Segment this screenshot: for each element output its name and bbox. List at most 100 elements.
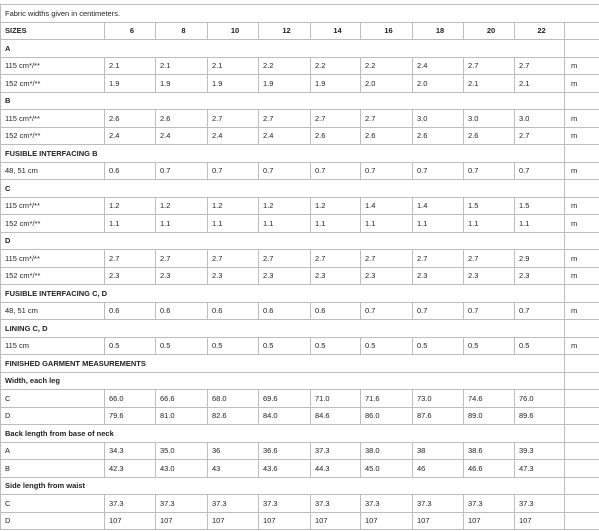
value-cell: 2.6: [463, 126, 515, 145]
value-cell: 1.1: [258, 214, 311, 233]
unit-cell: [563, 144, 599, 163]
value-cell: 1.9: [207, 74, 259, 93]
value-cell: 0.5: [463, 336, 515, 355]
value-cell: 1.1: [463, 214, 515, 233]
value-cell: 2.0: [412, 74, 464, 93]
unit-cell: m: [563, 109, 599, 128]
row-label: 152 cm*/**: [0, 74, 105, 93]
value-cell: 2.7: [258, 109, 311, 128]
section-heading: D: [0, 232, 565, 250]
row-label: 152 cm*/**: [0, 214, 105, 233]
value-cell: 74.6: [463, 389, 515, 408]
value-cell: 43: [207, 459, 259, 478]
value-cell: 38.0: [360, 441, 413, 460]
value-cell: 89.6: [514, 406, 565, 425]
section-heading: Side length from waist: [0, 477, 565, 495]
section-heading: FUSIBLE INTERFACING B: [0, 144, 565, 163]
value-cell: 2.9: [514, 249, 565, 268]
unit-cell: m: [563, 126, 599, 145]
value-cell: 3.0: [412, 109, 464, 128]
value-cell: 2.7: [207, 249, 259, 268]
value-cell: 1.2: [258, 196, 311, 215]
unit-cell: [563, 459, 599, 478]
value-cell: 0.5: [258, 336, 311, 355]
value-cell: 37.3: [412, 494, 464, 513]
row-label: C: [0, 494, 105, 513]
value-cell: 39.3: [514, 441, 565, 460]
unit-cell: [563, 371, 599, 390]
value-cell: 45.0: [360, 459, 413, 478]
value-cell: 2.6: [412, 126, 464, 145]
value-cell: 34.3: [104, 441, 156, 460]
value-cell: 0.6: [258, 301, 311, 320]
value-cell: 2.7: [258, 249, 311, 268]
value-cell: 0.7: [514, 301, 565, 320]
value-cell: 37.3: [360, 494, 413, 513]
data-row: 115 cm 0.5 0.5 0.5 0.5 0.5 0.5 0.5 0.5 0.5 m: [0, 336, 599, 355]
value-cell: 0.7: [207, 161, 259, 180]
data-row: 115 cm*/** 1.2 1.2 1.2 1.2 1.2 1.4 1.4 1.5 1.5 m: [0, 196, 599, 215]
data-row: B 42.3 43.0 43 43.6 44.3 45.0 46 46.6 47.3: [0, 459, 599, 478]
unit-header: [563, 21, 599, 40]
section-row: C: [0, 179, 599, 198]
value-cell: 1.1: [360, 214, 413, 233]
value-cell: 76.0: [514, 389, 565, 408]
value-cell: 87.6: [412, 406, 464, 425]
value-cell: 37.3: [104, 494, 156, 513]
data-row: D 79.6 81.0 82.6 84.0 84.6 86.0 87.6 89.0 89.6: [0, 406, 599, 425]
data-row: 115 cm*/** 2.6 2.6 2.7 2.7 2.7 2.7 3.0 3.0 3.0 m: [0, 109, 599, 128]
value-cell: 46: [412, 459, 464, 478]
unit-cell: m: [563, 74, 599, 93]
unit-cell: m: [563, 266, 599, 285]
unit-cell: [563, 441, 599, 460]
size-header: 6: [104, 21, 156, 40]
unit-cell: [563, 494, 599, 513]
value-cell: 1.1: [207, 214, 259, 233]
value-cell: 0.5: [104, 336, 156, 355]
row-label: 115 cm*/**: [0, 249, 105, 268]
value-cell: 2.2: [310, 56, 361, 75]
data-row: 152 cm*/** 2.4 2.4 2.4 2.4 2.6 2.6 2.6 2.6 2.7 m: [0, 126, 599, 145]
section-heading: A: [0, 39, 565, 58]
row-label: 48, 51 cm: [0, 301, 105, 320]
value-cell: 0.7: [514, 161, 565, 180]
value-cell: 1.1: [514, 214, 565, 233]
value-cell: 2.1: [207, 56, 259, 75]
value-cell: 36: [207, 441, 259, 460]
data-row: 115 cm*/** 2.7 2.7 2.7 2.7 2.7 2.7 2.7 2.7 2.9 m: [0, 249, 599, 268]
value-cell: 44.3: [310, 459, 361, 478]
section-heading: LINING C, D: [0, 319, 565, 338]
value-cell: 2.6: [104, 109, 156, 128]
section-heading: C: [0, 179, 565, 198]
value-cell: 2.7: [104, 249, 156, 268]
value-cell: 69.6: [258, 389, 311, 408]
row-label: 115 cm*/**: [0, 56, 105, 75]
value-cell: 2.7: [360, 109, 413, 128]
size-header: 14: [310, 21, 361, 40]
section-row: Width, each leg: [0, 371, 599, 390]
value-cell: 2.0: [360, 74, 413, 93]
value-cell: 68.0: [207, 389, 259, 408]
value-cell: 1.4: [360, 196, 413, 215]
value-cell: 3.0: [514, 109, 565, 128]
value-cell: 0.5: [155, 336, 208, 355]
value-cell: 38.6: [463, 441, 515, 460]
value-cell: 107: [258, 511, 311, 530]
section-row: A: [0, 39, 599, 58]
value-cell: 2.3: [258, 266, 311, 285]
unit-cell: [563, 406, 599, 425]
value-cell: 2.7: [207, 109, 259, 128]
value-cell: 66.6: [155, 389, 208, 408]
value-cell: 37.3: [207, 494, 259, 513]
unit-cell: m: [563, 214, 599, 233]
unit-cell: [563, 39, 599, 58]
value-cell: 2.2: [360, 56, 413, 75]
unit-cell: [563, 231, 599, 250]
section-heading: B: [0, 92, 565, 110]
value-cell: 107: [310, 511, 361, 530]
value-cell: 107: [104, 511, 156, 530]
value-cell: 79.6: [104, 406, 156, 425]
value-cell: 2.7: [310, 109, 361, 128]
value-cell: 1.9: [310, 74, 361, 93]
value-cell: 107: [463, 511, 515, 530]
